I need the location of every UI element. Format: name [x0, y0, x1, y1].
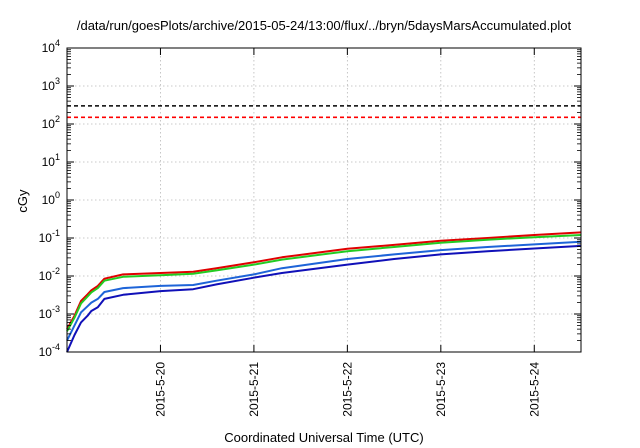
y-tick-label: 10-2: [39, 266, 60, 283]
series-line: [66, 240, 582, 342]
y-tick-label: 104: [42, 38, 60, 55]
x-tick-label: 2015-5-21: [247, 362, 261, 417]
series-layer: [66, 231, 582, 353]
y-axis-label: cGy: [15, 189, 30, 213]
y-tick-label: 100: [42, 190, 60, 207]
y-tick-label: 10-4: [39, 342, 60, 359]
x-tick-label: 2015-5-23: [434, 362, 448, 417]
series-line: [66, 244, 582, 353]
grid-layer: [67, 48, 581, 352]
x-tick-label: 2015-5-24: [527, 362, 541, 417]
x-tick-label: 2015-5-20: [153, 362, 167, 417]
y-tick-label: 10-3: [39, 304, 60, 321]
y-tick-label: 102: [42, 114, 60, 131]
tick-layer: 10-4 10-3 10-2 10-1 100 101 102 103 104 2015-5-20…: [39, 38, 581, 417]
y-tick-label: 103: [42, 76, 60, 93]
series-line: [66, 234, 582, 332]
series-line: [66, 231, 582, 330]
y-tick-label: 101: [42, 152, 60, 169]
x-axis-label: Coordinated Universal Time (UTC): [224, 430, 423, 445]
y-tick-label: 10-1: [39, 228, 60, 245]
reference-lines: [67, 105, 581, 119]
x-tick-label: 2015-5-22: [340, 362, 354, 417]
plot-area: 10-4 10-3 10-2 10-1 100 101 102 103 104 2015-5-20…: [39, 38, 582, 417]
chart-title: /data/run/goesPlots/archive/2015-05-24/1…: [77, 18, 572, 33]
